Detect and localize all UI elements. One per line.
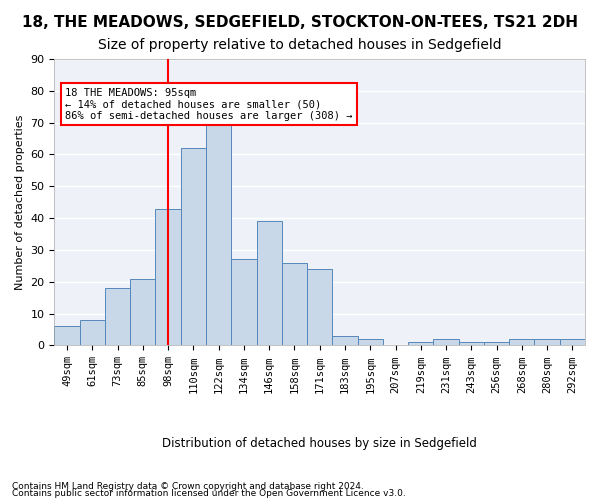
Bar xyxy=(458,342,484,345)
Bar xyxy=(307,269,332,345)
Text: Contains HM Land Registry data © Crown copyright and database right 2024.: Contains HM Land Registry data © Crown c… xyxy=(12,482,364,491)
Bar xyxy=(535,339,560,345)
Bar xyxy=(282,262,307,345)
Bar xyxy=(55,326,80,345)
Bar xyxy=(231,260,257,346)
Bar xyxy=(560,339,585,345)
Bar xyxy=(433,339,458,345)
Bar xyxy=(509,339,535,345)
X-axis label: Distribution of detached houses by size in Sedgefield: Distribution of detached houses by size … xyxy=(162,437,477,450)
Text: 18, THE MEADOWS, SEDGEFIELD, STOCKTON-ON-TEES, TS21 2DH: 18, THE MEADOWS, SEDGEFIELD, STOCKTON-ON… xyxy=(22,15,578,30)
Bar xyxy=(332,336,358,345)
Text: Contains public sector information licensed under the Open Government Licence v3: Contains public sector information licen… xyxy=(12,490,406,498)
Bar xyxy=(155,208,181,346)
Bar xyxy=(408,342,433,345)
Bar xyxy=(358,339,383,345)
Bar xyxy=(80,320,105,345)
Bar xyxy=(105,288,130,346)
Bar xyxy=(206,120,231,346)
Bar xyxy=(181,148,206,346)
Bar xyxy=(130,278,155,345)
Text: 18 THE MEADOWS: 95sqm
← 14% of detached houses are smaller (50)
86% of semi-deta: 18 THE MEADOWS: 95sqm ← 14% of detached … xyxy=(65,88,353,121)
Text: Size of property relative to detached houses in Sedgefield: Size of property relative to detached ho… xyxy=(98,38,502,52)
Bar xyxy=(257,222,282,346)
Bar xyxy=(484,342,509,345)
Y-axis label: Number of detached properties: Number of detached properties xyxy=(15,114,25,290)
